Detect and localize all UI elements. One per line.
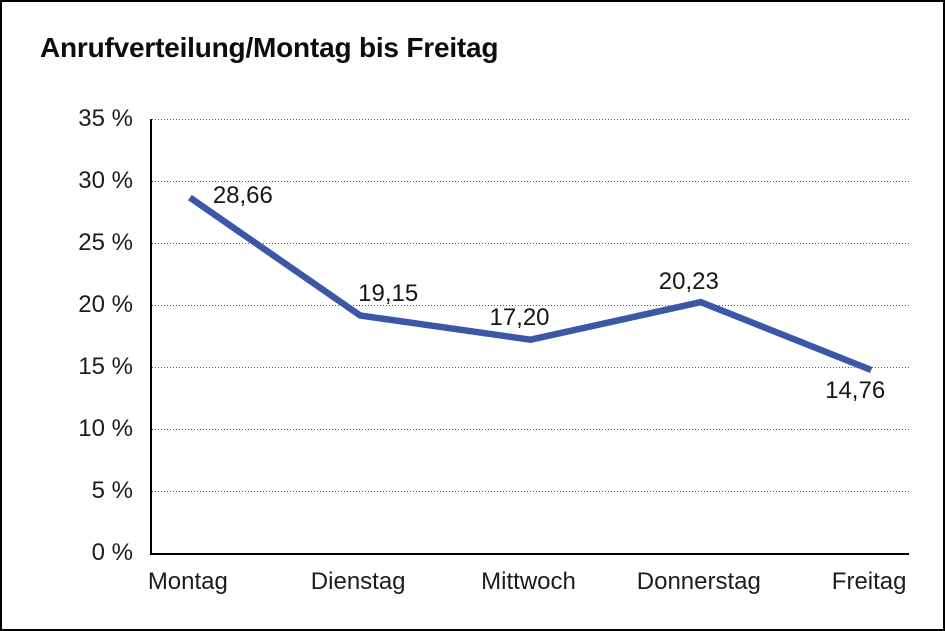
- gridline: [152, 490, 909, 492]
- x-tick-label: Dienstag: [310, 568, 406, 595]
- x-tick-label: Montag: [147, 568, 228, 595]
- series-line: [188, 194, 873, 374]
- y-tick-label: 10 %: [78, 415, 133, 442]
- gridlines-layer: [152, 119, 909, 553]
- data-label: 20,23: [658, 268, 719, 296]
- gridline: [152, 304, 909, 306]
- data-label: 28,66: [212, 181, 273, 209]
- gridline: [152, 242, 909, 244]
- gridline: [152, 428, 909, 430]
- x-tick-label: Donnerstag: [636, 568, 761, 595]
- y-tick-label: 30 %: [78, 167, 133, 194]
- y-tick-label: 0 %: [91, 539, 133, 566]
- y-tick-label: 35 %: [78, 105, 133, 132]
- plot-area: 28,66 19,15 17,20 20,23 14,76: [150, 119, 909, 555]
- x-axis-labels: Montag Dienstag Mittwoch Donnerstag Freitag: [2, 568, 943, 600]
- chart-title: Anrufverteilung/Montag bis Freitag: [40, 32, 499, 63]
- data-label: 19,15: [358, 279, 419, 307]
- series-line-svg: [188, 194, 873, 374]
- x-tick-label: Freitag: [831, 568, 907, 595]
- y-tick-label: 25 %: [78, 229, 133, 256]
- gridline: [152, 119, 909, 120]
- gridline: [152, 366, 909, 368]
- data-label: 17,20: [489, 303, 550, 331]
- data-label: 14,76: [825, 376, 886, 404]
- x-tick-label: Mittwoch: [481, 568, 576, 595]
- y-tick-label: 15 %: [78, 353, 133, 380]
- gridline: [152, 180, 909, 182]
- y-tick-label: 5 %: [91, 477, 133, 504]
- data-labels-layer: 28,66 19,15 17,20 20,23 14,76: [152, 119, 909, 553]
- y-tick-label: 20 %: [78, 291, 133, 318]
